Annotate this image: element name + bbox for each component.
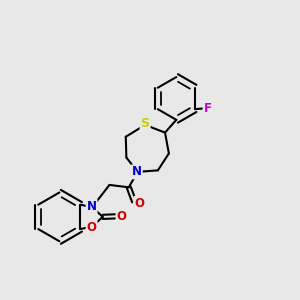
Text: O: O (87, 220, 97, 234)
Text: O: O (116, 210, 127, 223)
Text: S: S (141, 118, 150, 130)
Text: O: O (134, 197, 145, 210)
Text: N: N (87, 200, 97, 213)
Text: F: F (204, 102, 212, 115)
Text: N: N (132, 165, 142, 178)
